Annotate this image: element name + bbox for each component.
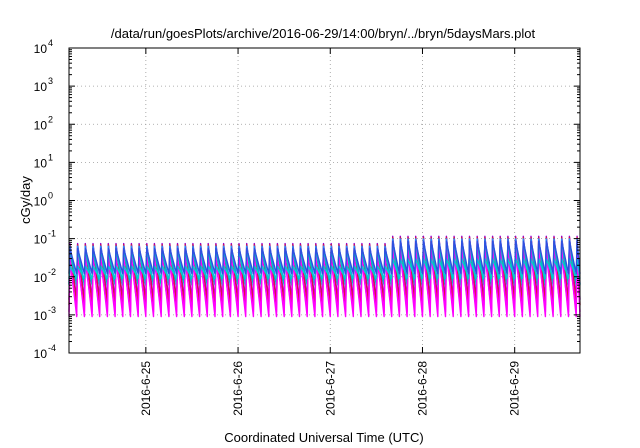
- y-tick-label: 10: [34, 80, 48, 94]
- y-tick-exponent: 0: [48, 191, 53, 201]
- y-tick-exponent: -1: [48, 229, 56, 239]
- series-line: [68, 240, 581, 275]
- chart-title: /data/run/goesPlots/archive/2016-06-29/1…: [111, 26, 536, 41]
- y-tick-label: 10: [34, 118, 48, 132]
- x-tick-label: 2016-6-29: [508, 361, 522, 416]
- y-tick-exponent: -2: [48, 267, 56, 277]
- x-tick-label: 2016-6-27: [323, 361, 337, 416]
- y-tick-label: 10: [34, 347, 48, 361]
- x-tick-label: 2016-6-28: [415, 361, 429, 416]
- x-tick-label: 2016-6-26: [231, 361, 245, 416]
- y-axis-label: cGy/day: [18, 176, 33, 224]
- y-tick-exponent: 4: [48, 38, 53, 48]
- grid-lines: [69, 48, 580, 353]
- y-tick-exponent: 2: [48, 114, 53, 124]
- y-tick-label: 10: [34, 195, 48, 209]
- y-tick-label: 10: [34, 309, 48, 323]
- y-tick-exponent: 1: [48, 152, 53, 162]
- y-tick-label: 10: [34, 233, 48, 247]
- y-tick-label: 10: [34, 156, 48, 170]
- x-axis-label: Coordinated Universal Time (UTC): [224, 430, 423, 445]
- y-tick-exponent: 3: [48, 76, 53, 86]
- x-tick-label: 2016-6-25: [139, 361, 153, 416]
- x-axis-ticks: 2016-6-25 2016-6-26 2016-6-27 2016-6-28 2016…: [139, 48, 522, 416]
- y-tick-label: 10: [34, 42, 48, 56]
- y-tick-exponent: -3: [48, 305, 56, 315]
- y-tick-label: 10: [34, 271, 48, 285]
- series-lines: [68, 235, 581, 318]
- y-tick-exponent: -4: [48, 343, 56, 353]
